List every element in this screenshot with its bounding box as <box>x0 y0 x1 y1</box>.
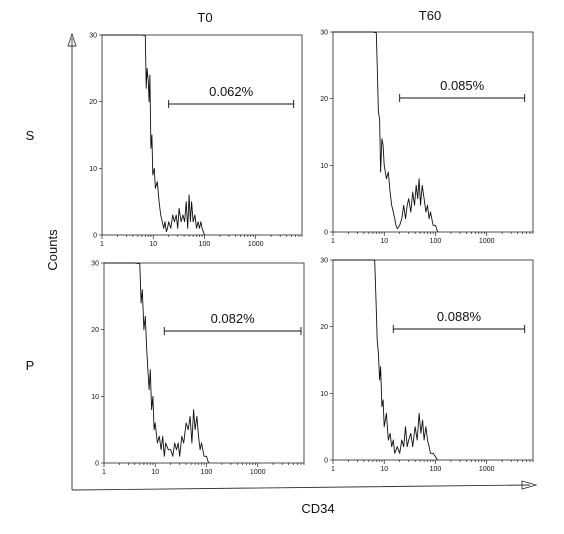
x-tick-label-p-t60: 1000 <box>479 466 495 473</box>
y-tick-label-p-t0: 10 <box>91 394 99 401</box>
y-tick-label-p-t0: 30 <box>91 261 99 268</box>
y-tick-label-s-t60: 10 <box>320 163 328 170</box>
y-tick-label-s-t0: 20 <box>89 99 97 106</box>
gate-percent-label-s-t60: 0.085% <box>440 78 485 93</box>
x-tick-label-p-t60: 100 <box>430 466 442 473</box>
x-tick-label-p-t0: 100 <box>201 469 213 476</box>
y-tick-label-p-t60: 30 <box>320 258 328 265</box>
panel-frame-p-t60 <box>332 259 534 461</box>
row-label-s: S <box>26 128 35 143</box>
x-tick-label-s-t0: 10 <box>149 241 157 248</box>
y-tick-label-s-t60: 30 <box>320 30 328 37</box>
panel-p-t60: 0 10 20 30 1 10 100 1000 0.088% <box>320 258 534 473</box>
histogram-trace-p-t0 <box>104 262 210 464</box>
y-tick-label-p-t0: 0 <box>95 461 99 468</box>
y-tick-label-s-t0: 10 <box>89 166 97 173</box>
gate-percent-label-p-t0: 0.082% <box>211 311 256 326</box>
panel-s-t60: 0 10 20 30 1 10 100 1000 0.085% <box>320 30 534 245</box>
panel-p-t0: 0 10 20 30 1 10 100 1000 0.082% <box>91 261 305 476</box>
y-tick-label-s-t0: 30 <box>89 33 97 40</box>
x-tick-label-p-t0: 1 <box>102 469 106 476</box>
row-label-p: P <box>26 358 35 373</box>
histogram-trace-s-t0 <box>102 34 205 236</box>
y-axis-title: Counts <box>45 229 60 271</box>
x-tick-label-s-t0: 1 <box>100 241 104 248</box>
column-title-t60: T60 <box>419 8 441 23</box>
column-title-t0: T0 <box>197 10 212 25</box>
x-tick-label-p-t0: 10 <box>151 469 159 476</box>
y-tick-label-s-t60: 0 <box>324 230 328 237</box>
histogram-trace-p-t60 <box>333 259 438 461</box>
gate-percent-label-s-t0: 0.062% <box>209 84 254 99</box>
panel-s-t0: 0 10 20 30 1 10 100 1000 0.062% <box>89 33 303 248</box>
y-tick-label-p-t0: 20 <box>91 327 99 334</box>
x-tick-label-p-t60: 10 <box>380 466 388 473</box>
figure-y-axis-arrow <box>67 32 77 490</box>
y-tick-label-s-t60: 20 <box>320 96 328 103</box>
panel-frame-s-t0 <box>101 34 303 236</box>
y-tick-label-s-t0: 0 <box>93 233 97 240</box>
x-tick-label-s-t60: 10 <box>380 238 388 245</box>
x-tick-label-s-t0: 1000 <box>248 241 264 248</box>
y-tick-label-p-t60: 10 <box>320 391 328 398</box>
y-tick-label-p-t60: 20 <box>320 324 328 331</box>
x-tick-label-p-t60: 1 <box>331 466 335 473</box>
x-tick-label-s-t60: 100 <box>430 238 442 245</box>
x-axis-title: CD34 <box>301 501 334 516</box>
panel-frame-p-t0 <box>103 262 305 464</box>
x-tick-label-s-t0: 100 <box>199 241 211 248</box>
panel-frame-s-t60 <box>332 31 534 233</box>
x-tick-label-p-t0: 1000 <box>250 469 266 476</box>
y-tick-label-p-t60: 0 <box>324 458 328 465</box>
x-tick-label-s-t60: 1 <box>331 238 335 245</box>
gate-percent-label-p-t60: 0.088% <box>437 309 482 324</box>
histogram-trace-s-t60 <box>333 31 439 233</box>
figure-x-axis-arrow <box>71 480 538 491</box>
x-tick-label-s-t60: 1000 <box>479 238 495 245</box>
